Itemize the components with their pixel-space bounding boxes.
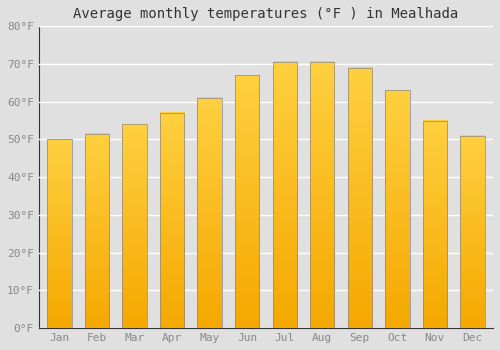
- Bar: [160, 113, 184, 328]
- Bar: [385, 90, 409, 328]
- Bar: [272, 62, 297, 328]
- Title: Average monthly temperatures (°F ) in Mealhada: Average monthly temperatures (°F ) in Me…: [74, 7, 458, 21]
- Bar: [460, 136, 484, 328]
- Bar: [422, 121, 447, 328]
- Bar: [348, 68, 372, 328]
- Bar: [198, 98, 222, 328]
- Bar: [85, 134, 109, 328]
- Bar: [235, 75, 260, 328]
- Bar: [48, 140, 72, 328]
- Bar: [122, 124, 146, 328]
- Bar: [310, 62, 334, 328]
